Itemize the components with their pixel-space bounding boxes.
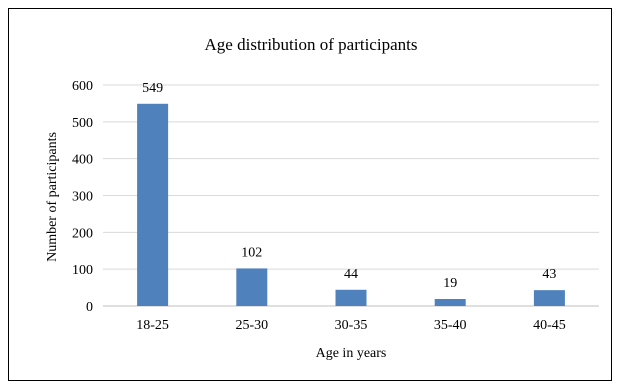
chart-title: Age distribution of participants: [205, 35, 418, 54]
x-tick-label: 30-35: [335, 318, 368, 333]
data-label: 43: [542, 267, 556, 282]
y-tick-label: 500: [72, 116, 93, 131]
bar-30-35: [335, 289, 367, 306]
chart-frame: [8, 8, 612, 381]
y-tick-label: 100: [72, 263, 93, 278]
y-tick-label: 600: [72, 79, 93, 94]
data-label: 44: [344, 267, 358, 282]
x-tick-label: 35-40: [434, 318, 467, 333]
bar-40-45: [533, 290, 565, 306]
x-tick-label: 18-25: [136, 318, 169, 333]
y-tick-label: 400: [72, 153, 93, 168]
data-label: 102: [241, 245, 262, 260]
data-label: 549: [142, 81, 163, 96]
y-tick-label: 200: [72, 226, 93, 241]
x-tick-label: 40-45: [533, 318, 566, 333]
y-tick-label: 0: [86, 300, 93, 315]
bar-35-40: [434, 299, 466, 306]
y-tick-label: 300: [72, 190, 93, 205]
bar-25-30: [236, 268, 268, 306]
data-label: 19: [443, 276, 457, 291]
x-tick-label: 25-30: [235, 318, 268, 333]
x-axis-label: Age in years: [316, 346, 387, 361]
bar-18-25: [137, 103, 169, 306]
y-axis-label: Number of participants: [45, 132, 60, 262]
